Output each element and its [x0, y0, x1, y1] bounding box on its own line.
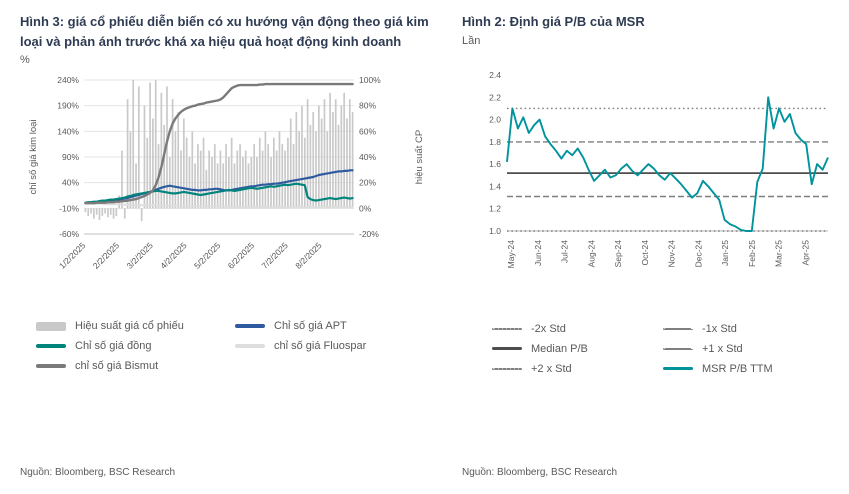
- svg-text:2/2/2025: 2/2/2025: [91, 240, 122, 271]
- legend-label-bismut: chỉ số giá Bismut: [75, 360, 159, 372]
- svg-text:7/2/2025: 7/2/2025: [259, 240, 290, 271]
- svg-text:Sep-24: Sep-24: [613, 239, 623, 267]
- svg-text:May-24: May-24: [506, 239, 516, 268]
- svg-text:140%: 140%: [57, 126, 79, 136]
- svg-text:190%: 190%: [57, 101, 79, 111]
- legend-item-std-0: -2x Std: [492, 323, 657, 335]
- svg-text:Nov-24: Nov-24: [667, 239, 677, 267]
- svg-text:Jan-25: Jan-25: [720, 239, 730, 265]
- legend-label-std-0: -2x Std: [531, 322, 566, 335]
- legend-item-std-2: Median P/B: [492, 343, 657, 355]
- legend-label-std-2: Median P/B: [531, 342, 588, 355]
- figure-3-panel: Hình 3: giá cổ phiếu diễn biến có xu hướ…: [20, 12, 434, 478]
- svg-text:Dec-24: Dec-24: [693, 239, 703, 267]
- svg-text:0%: 0%: [359, 203, 372, 213]
- svg-text:Jul-24: Jul-24: [560, 239, 570, 262]
- svg-text:1.2: 1.2: [489, 203, 501, 213]
- figure-3-source: Nguồn: Bloomberg, BSC Research: [20, 467, 176, 478]
- legend-label-apt: Chỉ số giá APT: [274, 320, 347, 332]
- legend-item-apt: Chỉ số giá APT: [235, 320, 428, 332]
- figure-2-title: Hình 2: Định giá P/B của MSR: [462, 14, 645, 29]
- svg-text:60%: 60%: [359, 126, 376, 136]
- legend-swatch-std-1: [663, 327, 693, 330]
- svg-text:2.0: 2.0: [489, 114, 501, 124]
- legend-label-stock-performance: Hiệu suất giá cổ phiếu: [75, 320, 184, 332]
- legend-item-fluospar: chỉ số giá Fluospar: [235, 340, 428, 352]
- legend-swatch-std-2: [492, 347, 522, 350]
- svg-text:1/2/2025: 1/2/2025: [57, 240, 88, 271]
- legend-item-std-4: +2 x Std: [492, 363, 657, 375]
- svg-text:100%: 100%: [359, 75, 381, 85]
- legend-swatch-fluospar: [235, 344, 265, 348]
- svg-text:-10%: -10%: [59, 203, 79, 213]
- svg-text:Aug-24: Aug-24: [586, 239, 596, 267]
- svg-text:Jun-24: Jun-24: [533, 239, 543, 265]
- svg-text:-20%: -20%: [359, 229, 379, 239]
- legend-label-std-1: -1x Std: [702, 322, 737, 335]
- figure-3-unit: %: [20, 54, 30, 66]
- svg-text:chỉ số giá kim loại: chỉ số giá kim loại: [28, 120, 39, 195]
- legend-swatch-stock-performance: [36, 321, 66, 331]
- legend-item-msr-pb-ttm: MSR P/B TTM: [663, 363, 828, 375]
- svg-text:Oct-24: Oct-24: [640, 239, 650, 265]
- pb-chart: 2.4 2.2 2.0 1.8 1.6 1.4 1.2 1.0 May-24 Jun-24 Jul-…: [489, 70, 829, 268]
- metal-legend: Hiệu suất giá cổ phiếu Chỉ số giá APT Chỉ …: [20, 320, 434, 372]
- legend-label-std-4: +2 x Std: [531, 362, 572, 375]
- svg-text:2.2: 2.2: [489, 92, 501, 102]
- svg-text:20%: 20%: [359, 178, 376, 188]
- legend-item-copper: Chỉ số giá đồng: [36, 340, 229, 352]
- pb-legend: -2x Std -1x Std Median P/B +1 x Std +2 x Std…: [462, 323, 838, 375]
- legend-label-std-3: +1 x Std: [702, 342, 743, 355]
- legend-label-copper: Chỉ số giá đồng: [75, 340, 152, 352]
- svg-text:90%: 90%: [62, 152, 79, 162]
- svg-text:80%: 80%: [359, 101, 376, 111]
- svg-text:1.4: 1.4: [489, 181, 501, 191]
- svg-text:40%: 40%: [62, 178, 79, 188]
- svg-text:8/2/2025: 8/2/2025: [293, 240, 324, 271]
- legend-swatch-std-3: [663, 347, 693, 350]
- legend-item-std-3: +1 x Std: [663, 343, 828, 355]
- figure-3-title: Hình 3: giá cổ phiếu diễn biến có xu hướ…: [20, 14, 429, 49]
- svg-text:1.8: 1.8: [489, 136, 501, 146]
- legend-swatch-std-0: [492, 327, 522, 330]
- legend-item-stock-performance: Hiệu suất giá cổ phiếu: [36, 320, 229, 332]
- legend-swatch-copper: [36, 344, 66, 348]
- legend-item-bismut: chỉ số giá Bismut: [36, 360, 229, 372]
- svg-text:Feb-25: Feb-25: [747, 239, 757, 266]
- svg-text:3/2/2025: 3/2/2025: [124, 240, 155, 271]
- svg-text:Mar-25: Mar-25: [774, 239, 784, 266]
- legend-swatch-msr-pb-ttm: [663, 367, 693, 370]
- legend-item-std-1: -1x Std: [663, 323, 828, 335]
- metal-price-chart: 240% 100% 190% 80% 140% 60% 90% 40% 40% 20% -10% 0%…: [28, 75, 425, 271]
- svg-text:4/2/2025: 4/2/2025: [158, 240, 189, 271]
- legend-swatch-std-4: [492, 367, 522, 370]
- figure-2-unit: Lần: [462, 34, 481, 47]
- legend-label-msr-pb-ttm: MSR P/B TTM: [702, 362, 773, 375]
- svg-text:5/2/2025: 5/2/2025: [192, 240, 223, 271]
- svg-text:Apr-25: Apr-25: [800, 239, 810, 265]
- legend-label-fluospar: chỉ số giá Fluospar: [274, 340, 367, 352]
- legend-swatch-bismut: [36, 364, 66, 368]
- svg-text:2.4: 2.4: [489, 70, 501, 80]
- figure-2-panel: Hình 2: Định giá P/B của MSR Lần 2.4 2.2 2…: [458, 12, 838, 478]
- svg-text:1.0: 1.0: [489, 226, 501, 236]
- figure-2-source: Nguồn: Bloomberg, BSC Research: [462, 467, 618, 478]
- svg-text:hiệu suất CP: hiệu suất CP: [414, 130, 425, 184]
- legend-swatch-apt: [235, 324, 265, 328]
- svg-text:240%: 240%: [57, 75, 79, 85]
- svg-text:-60%: -60%: [59, 229, 79, 239]
- svg-text:6/2/2025: 6/2/2025: [226, 240, 257, 271]
- svg-text:40%: 40%: [359, 152, 376, 162]
- svg-text:1.6: 1.6: [489, 159, 501, 169]
